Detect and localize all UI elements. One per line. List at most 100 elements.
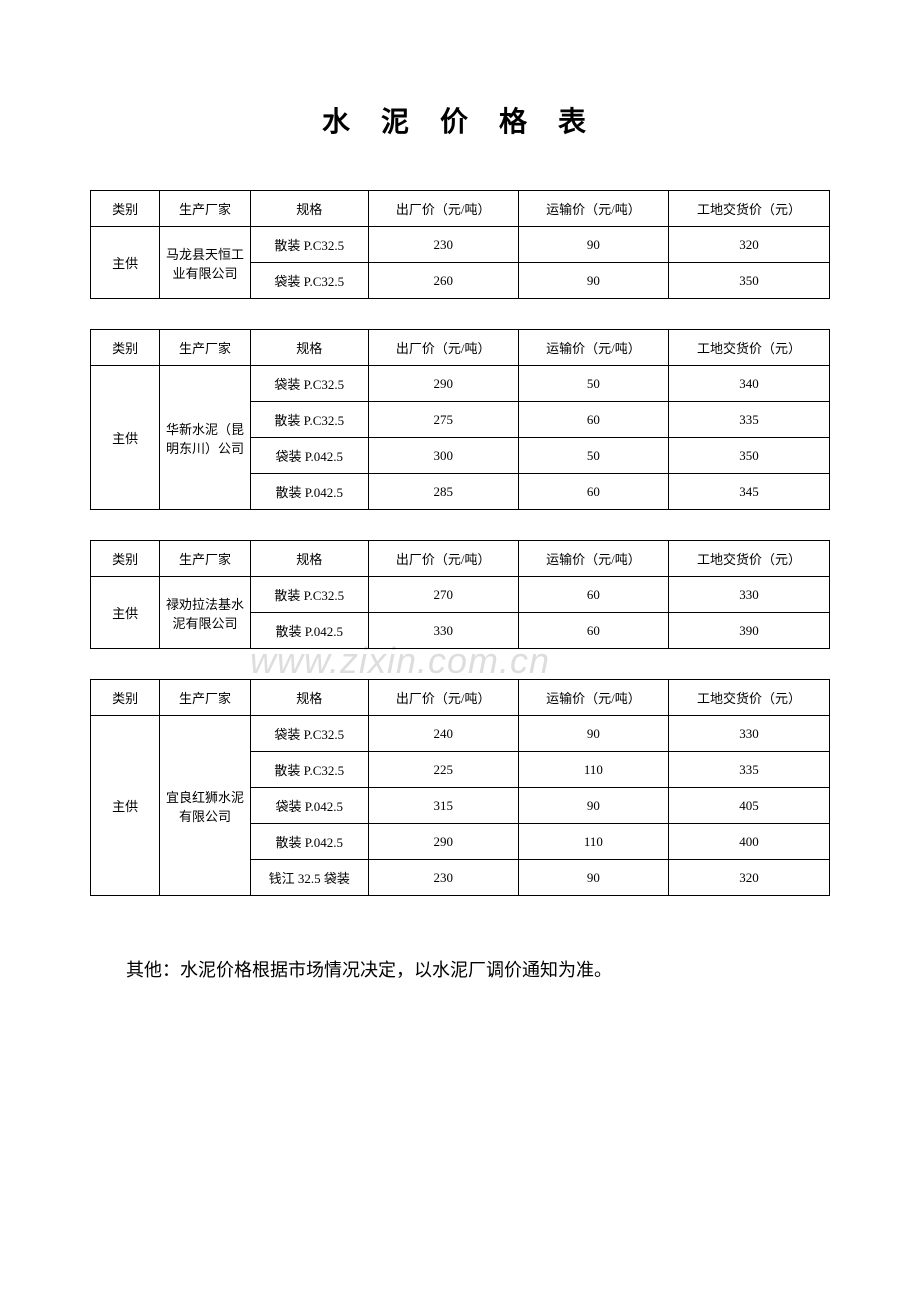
table-header-cell: 生产厂家 xyxy=(160,191,251,227)
site-price-cell: 320 xyxy=(668,860,829,896)
spec-cell: 散装 P.C32.5 xyxy=(250,577,368,613)
manufacturer-cell: 马龙县天恒工业有限公司 xyxy=(160,227,251,299)
page-title: 水 泥 价 格 表 xyxy=(90,100,830,140)
document-content: 水 泥 价 格 表 类别生产厂家规格出厂价（元/吨）运输价（元/吨）工地交货价（… xyxy=(90,100,830,982)
factory-price-cell: 300 xyxy=(368,438,518,474)
site-price-cell: 330 xyxy=(668,577,829,613)
spec-cell: 散装 P.042.5 xyxy=(250,613,368,649)
factory-price-cell: 230 xyxy=(368,860,518,896)
factory-price-cell: 285 xyxy=(368,474,518,510)
table-header-cell: 出厂价（元/吨） xyxy=(368,330,518,366)
spec-cell: 散装 P.042.5 xyxy=(250,474,368,510)
table-header-cell: 规格 xyxy=(250,680,368,716)
spec-cell: 袋装 P.C32.5 xyxy=(250,263,368,299)
shipping-price-cell: 90 xyxy=(518,227,668,263)
manufacturer-cell: 禄劝拉法基水泥有限公司 xyxy=(160,577,251,649)
tables-container: 类别生产厂家规格出厂价（元/吨）运输价（元/吨）工地交货价（元）主供马龙县天恒工… xyxy=(90,190,830,896)
spec-cell: 袋装 P.C32.5 xyxy=(250,366,368,402)
category-cell: 主供 xyxy=(91,716,160,896)
site-price-cell: 340 xyxy=(668,366,829,402)
site-price-cell: 345 xyxy=(668,474,829,510)
shipping-price-cell: 90 xyxy=(518,788,668,824)
shipping-price-cell: 60 xyxy=(518,402,668,438)
table-header-cell: 工地交货价（元） xyxy=(668,680,829,716)
site-price-cell: 335 xyxy=(668,752,829,788)
site-price-cell: 390 xyxy=(668,613,829,649)
factory-price-cell: 225 xyxy=(368,752,518,788)
site-price-cell: 405 xyxy=(668,788,829,824)
shipping-price-cell: 50 xyxy=(518,438,668,474)
spec-cell: 散装 P.C32.5 xyxy=(250,402,368,438)
factory-price-cell: 240 xyxy=(368,716,518,752)
price-table: 类别生产厂家规格出厂价（元/吨）运输价（元/吨）工地交货价（元）主供禄劝拉法基水… xyxy=(90,540,830,649)
spec-cell: 散装 P.C32.5 xyxy=(250,227,368,263)
factory-price-cell: 270 xyxy=(368,577,518,613)
spec-cell: 袋装 P.042.5 xyxy=(250,438,368,474)
shipping-price-cell: 90 xyxy=(518,263,668,299)
table-header-row: 类别生产厂家规格出厂价（元/吨）运输价（元/吨）工地交货价（元） xyxy=(91,680,830,716)
manufacturer-cell: 宜良红狮水泥有限公司 xyxy=(160,716,251,896)
site-price-cell: 335 xyxy=(668,402,829,438)
site-price-cell: 320 xyxy=(668,227,829,263)
factory-price-cell: 290 xyxy=(368,366,518,402)
factory-price-cell: 230 xyxy=(368,227,518,263)
table-header-cell: 规格 xyxy=(250,541,368,577)
spec-cell: 袋装 P.042.5 xyxy=(250,788,368,824)
shipping-price-cell: 60 xyxy=(518,474,668,510)
table-header-cell: 生产厂家 xyxy=(160,541,251,577)
table-header-cell: 出厂价（元/吨） xyxy=(368,680,518,716)
footnote: 其他：水泥价格根据市场情况决定，以水泥厂调价通知为准。 xyxy=(90,956,830,982)
manufacturer-cell: 华新水泥（昆明东川）公司 xyxy=(160,366,251,510)
site-price-cell: 330 xyxy=(668,716,829,752)
spec-cell: 袋装 P.C32.5 xyxy=(250,716,368,752)
table-header-cell: 运输价（元/吨） xyxy=(518,191,668,227)
table-row: 主供禄劝拉法基水泥有限公司散装 P.C32.527060330 xyxy=(91,577,830,613)
spec-cell: 散装 P.042.5 xyxy=(250,824,368,860)
spec-cell: 散装 P.C32.5 xyxy=(250,752,368,788)
shipping-price-cell: 90 xyxy=(518,716,668,752)
table-header-row: 类别生产厂家规格出厂价（元/吨）运输价（元/吨）工地交货价（元） xyxy=(91,330,830,366)
table-header-cell: 出厂价（元/吨） xyxy=(368,191,518,227)
site-price-cell: 350 xyxy=(668,263,829,299)
price-table: 类别生产厂家规格出厂价（元/吨）运输价（元/吨）工地交货价（元）主供华新水泥（昆… xyxy=(90,329,830,510)
shipping-price-cell: 60 xyxy=(518,613,668,649)
category-cell: 主供 xyxy=(91,227,160,299)
table-header-cell: 类别 xyxy=(91,191,160,227)
table-row: 主供马龙县天恒工业有限公司散装 P.C32.523090320 xyxy=(91,227,830,263)
factory-price-cell: 275 xyxy=(368,402,518,438)
factory-price-cell: 260 xyxy=(368,263,518,299)
shipping-price-cell: 110 xyxy=(518,824,668,860)
table-row: 主供华新水泥（昆明东川）公司袋装 P.C32.529050340 xyxy=(91,366,830,402)
price-table: 类别生产厂家规格出厂价（元/吨）运输价（元/吨）工地交货价（元）主供马龙县天恒工… xyxy=(90,190,830,299)
factory-price-cell: 290 xyxy=(368,824,518,860)
table-header-cell: 生产厂家 xyxy=(160,330,251,366)
shipping-price-cell: 50 xyxy=(518,366,668,402)
spec-cell: 钱江 32.5 袋装 xyxy=(250,860,368,896)
factory-price-cell: 315 xyxy=(368,788,518,824)
table-header-cell: 工地交货价（元） xyxy=(668,191,829,227)
table-header-cell: 类别 xyxy=(91,680,160,716)
table-header-cell: 规格 xyxy=(250,191,368,227)
table-header-row: 类别生产厂家规格出厂价（元/吨）运输价（元/吨）工地交货价（元） xyxy=(91,191,830,227)
table-header-cell: 生产厂家 xyxy=(160,680,251,716)
table-header-cell: 出厂价（元/吨） xyxy=(368,541,518,577)
shipping-price-cell: 110 xyxy=(518,752,668,788)
table-header-row: 类别生产厂家规格出厂价（元/吨）运输价（元/吨）工地交货价（元） xyxy=(91,541,830,577)
table-header-cell: 工地交货价（元） xyxy=(668,541,829,577)
price-table: 类别生产厂家规格出厂价（元/吨）运输价（元/吨）工地交货价（元）主供宜良红狮水泥… xyxy=(90,679,830,896)
table-row: 主供宜良红狮水泥有限公司袋装 P.C32.524090330 xyxy=(91,716,830,752)
table-header-cell: 工地交货价（元） xyxy=(668,330,829,366)
table-header-cell: 运输价（元/吨） xyxy=(518,680,668,716)
factory-price-cell: 330 xyxy=(368,613,518,649)
category-cell: 主供 xyxy=(91,366,160,510)
category-cell: 主供 xyxy=(91,577,160,649)
site-price-cell: 350 xyxy=(668,438,829,474)
table-header-cell: 运输价（元/吨） xyxy=(518,330,668,366)
site-price-cell: 400 xyxy=(668,824,829,860)
shipping-price-cell: 60 xyxy=(518,577,668,613)
table-header-cell: 运输价（元/吨） xyxy=(518,541,668,577)
shipping-price-cell: 90 xyxy=(518,860,668,896)
table-header-cell: 类别 xyxy=(91,330,160,366)
table-header-cell: 规格 xyxy=(250,330,368,366)
table-header-cell: 类别 xyxy=(91,541,160,577)
